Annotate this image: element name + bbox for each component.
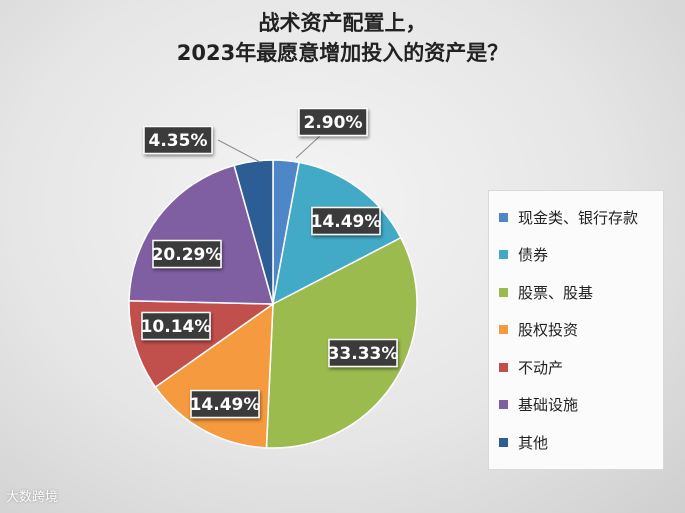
data-label-5: 20.29% [152, 245, 223, 265]
legend-label-2: 股票、股基 [518, 283, 594, 302]
leader-line-0 [295, 135, 321, 159]
legend-swatch-6 [499, 437, 508, 447]
pie-slice-5 [128, 164, 274, 305]
data-label-box-2 [328, 338, 398, 368]
data-label-box-3 [190, 389, 260, 419]
legend-label-0: 现金类、银行存款 [518, 208, 639, 227]
legend-item-5: 基础设施 [499, 395, 578, 415]
legend-swatch-1 [499, 250, 508, 259]
data-label-2: 33.33% [328, 344, 399, 364]
legend-swatch-0 [499, 212, 508, 222]
leader-line-6 [217, 139, 261, 163]
data-label-box-5 [152, 239, 222, 269]
legend-item-3: 股权投资 [499, 320, 578, 340]
watermark: 大数跨境 [6, 489, 59, 504]
legend-label-5: 基础设施 [518, 396, 579, 414]
legend-item-6: 其他 [499, 432, 548, 452]
legend-swatch-2 [499, 287, 508, 297]
legend: 现金类、银行存款 债券股票、股基股权投资不动产基础设施其他 [488, 190, 664, 470]
legend-item-2: 股票、股基 [499, 282, 593, 302]
chart-title-line-1: 战术资产配置上， [258, 11, 427, 35]
legend-label-6: 其他 [518, 433, 549, 452]
data-label-3: 14.49% [190, 395, 261, 415]
data-label-box-4 [141, 311, 211, 341]
chart-title: 战术资产配置上， 2023年最愿意增加投入的资产是？ [0, 8, 685, 68]
data-label-6: 4.35% [149, 131, 208, 151]
legend-item-1: 债券 [499, 245, 548, 265]
legend-swatch-3 [499, 325, 508, 334]
legend-label-4: 不动产 [518, 358, 564, 377]
legend-label-3: 股权投资 [518, 321, 579, 339]
data-label-1: 14.49% [311, 212, 382, 232]
data-label-box-6 [143, 125, 213, 155]
data-label-box-0 [298, 107, 368, 137]
data-label-4: 10.14% [141, 317, 212, 337]
pie-slice-6 [233, 159, 274, 305]
data-label-0: 2.90% [304, 113, 363, 133]
legend-label-1: 债券 [518, 246, 549, 264]
legend-swatch-4 [499, 362, 508, 372]
data-label-box-1 [311, 206, 381, 236]
legend-item-0: 现金类、银行存款 [499, 207, 638, 227]
legend-item-4: 不动产 [499, 357, 563, 377]
legend-swatch-5 [499, 400, 508, 409]
chart-title-line-2: 2023年最愿意增加投入的资产是？ [176, 41, 509, 65]
